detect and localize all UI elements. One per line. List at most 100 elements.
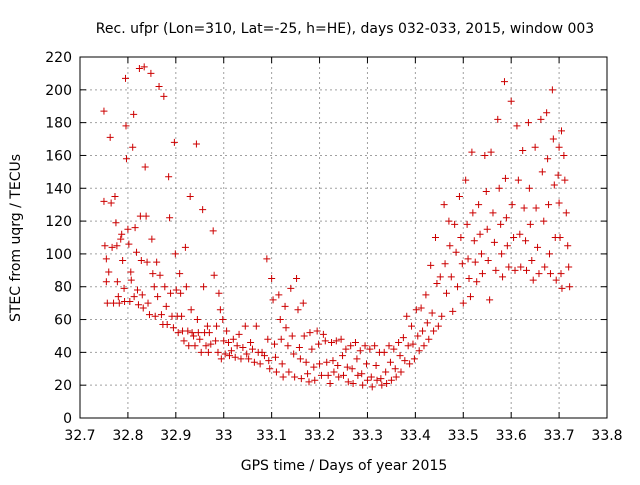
data-point <box>143 258 151 266</box>
data-point <box>185 342 193 350</box>
data-point <box>366 345 374 353</box>
data-point <box>385 342 393 350</box>
data-point <box>422 291 430 299</box>
data-point <box>133 286 141 294</box>
data-point <box>498 250 506 258</box>
data-point <box>319 330 327 338</box>
data-point <box>105 268 113 276</box>
data-point <box>524 119 532 127</box>
data-point <box>356 347 364 355</box>
data-point <box>367 373 375 381</box>
data-point <box>196 335 204 343</box>
data-point <box>419 327 427 335</box>
data-point <box>153 258 161 266</box>
x-tick-label: 33.1 <box>256 428 287 444</box>
data-point <box>546 250 554 258</box>
x-tick-label: 33.5 <box>448 428 479 444</box>
data-point <box>300 332 308 340</box>
data-point <box>359 381 367 389</box>
data-point <box>446 242 454 250</box>
data-point <box>476 230 484 238</box>
data-point <box>296 355 304 363</box>
data-point <box>520 204 528 212</box>
data-point <box>294 306 302 314</box>
data-point <box>410 355 418 363</box>
data-point <box>382 368 390 376</box>
data-point <box>462 176 470 184</box>
data-point <box>124 225 132 233</box>
y-tick-label: 140 <box>45 181 72 197</box>
data-point <box>137 256 145 264</box>
data-point <box>344 378 352 386</box>
data-point <box>436 273 444 281</box>
data-point <box>516 230 524 238</box>
data-point <box>349 380 357 388</box>
data-point <box>326 380 334 388</box>
data-point <box>193 316 201 324</box>
data-point <box>552 276 560 284</box>
data-point <box>358 370 366 378</box>
data-point <box>475 201 483 209</box>
data-point <box>103 299 111 307</box>
y-tick-label: 0 <box>63 411 72 427</box>
x-tick-label: 32.9 <box>160 428 191 444</box>
data-point <box>140 63 148 71</box>
data-point <box>415 347 423 355</box>
data-point <box>200 283 208 291</box>
data-point <box>188 329 196 337</box>
x-axis-label: GPS time / Days of year 2015 <box>241 458 448 474</box>
data-point <box>122 74 130 82</box>
data-point <box>469 209 477 217</box>
data-point <box>438 312 446 320</box>
data-point <box>113 242 121 250</box>
data-point <box>284 342 292 350</box>
data-point <box>351 339 359 347</box>
data-point <box>328 339 336 347</box>
data-point <box>348 365 356 373</box>
data-points <box>100 63 574 391</box>
data-point <box>535 270 543 278</box>
data-point <box>458 260 466 268</box>
data-point <box>378 381 386 389</box>
data-point <box>150 283 158 291</box>
data-point <box>489 209 497 217</box>
data-point <box>111 192 119 200</box>
data-point <box>235 330 243 338</box>
data-point <box>192 140 200 148</box>
data-point <box>304 370 312 378</box>
data-point <box>335 373 343 381</box>
data-point <box>508 201 516 209</box>
data-point <box>377 375 385 383</box>
data-point <box>316 360 324 368</box>
data-point <box>549 135 557 143</box>
data-point <box>213 322 221 330</box>
data-point <box>409 340 417 348</box>
y-tick-label: 80 <box>54 280 72 296</box>
data-point <box>466 293 474 301</box>
data-point <box>225 352 233 360</box>
data-point <box>525 184 533 192</box>
data-point <box>288 332 296 340</box>
data-point <box>482 188 490 196</box>
data-point <box>129 143 137 151</box>
data-point <box>204 348 212 356</box>
data-point <box>223 327 231 335</box>
data-point <box>459 299 467 307</box>
data-point <box>452 248 460 256</box>
data-point <box>130 110 138 118</box>
data-point <box>546 270 554 278</box>
y-tick-label: 180 <box>45 116 72 132</box>
data-point <box>125 240 133 248</box>
data-point <box>483 225 491 233</box>
data-point <box>282 324 290 332</box>
data-point <box>519 147 527 155</box>
data-point <box>412 306 420 314</box>
data-point <box>560 151 568 159</box>
data-point <box>490 238 498 246</box>
data-point <box>454 283 462 291</box>
data-point <box>414 332 422 340</box>
data-point <box>503 242 511 250</box>
data-point <box>269 296 277 304</box>
data-point <box>321 337 329 345</box>
data-point <box>353 355 361 363</box>
